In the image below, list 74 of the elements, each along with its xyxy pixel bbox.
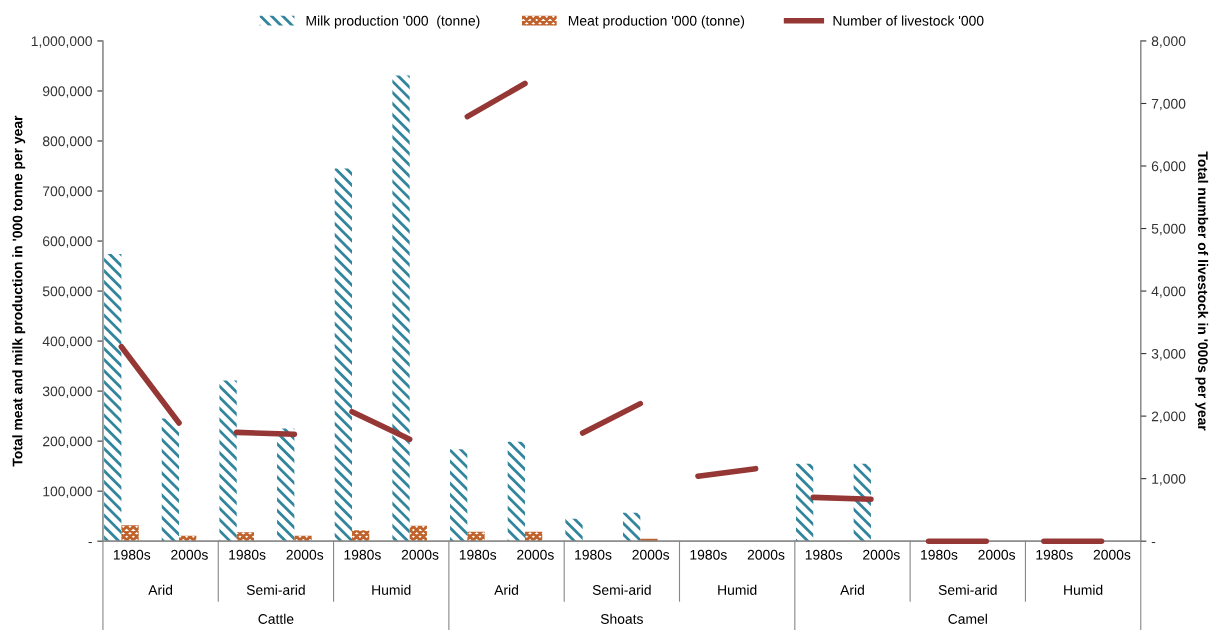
bar (161, 418, 180, 542)
x-tick-label: 2000s (978, 549, 1016, 560)
legend-label: Meat production '000 (tonne) (568, 15, 745, 29)
bar (507, 441, 525, 542)
bar (352, 530, 370, 542)
x-tick-label: 2000s (632, 549, 670, 560)
x-tick-label: 1980s (1036, 549, 1073, 560)
y2-tick-label: - (1151, 541, 1156, 544)
y2-tick-label: 1,000 (1152, 473, 1186, 486)
bar (450, 449, 468, 542)
x-tick-label: 1980s (921, 549, 958, 560)
bar (104, 254, 122, 542)
bar (236, 532, 254, 542)
bar (565, 518, 583, 542)
text: Arid (494, 584, 518, 595)
y-tick-label: 800,000 (42, 136, 92, 148)
text: Humid (718, 584, 757, 595)
text: Semi-arid (246, 584, 305, 595)
x-tick-label: 1980s (805, 549, 843, 560)
bar (392, 75, 410, 542)
bar (121, 525, 139, 542)
bar (277, 428, 295, 542)
text: Shoats (600, 613, 643, 624)
x-tick-label: 2000s (747, 549, 785, 560)
bar (795, 463, 814, 542)
y-tick-label: 700,000 (43, 186, 92, 198)
x-tick-label: 1980s (459, 549, 497, 560)
x-tick-label: 1980s (113, 549, 151, 560)
y2-tick-label: 8,000 (1151, 36, 1186, 48)
legend-label: Milk production '000 (tonne) (306, 15, 480, 29)
text: Humid (1064, 584, 1103, 595)
y-tick-label: 100,000 (43, 486, 92, 498)
y2-tick-label: 5,000 (1151, 223, 1186, 236)
x-tick-label: 1980s (229, 549, 266, 560)
y-tick-label: 200,000 (43, 436, 92, 448)
x-tick-label: 2000s (863, 549, 900, 560)
bar (334, 168, 353, 542)
bar (623, 512, 641, 542)
y-tick-label: 600,000 (43, 236, 92, 248)
x-tick-label: 2000s (286, 549, 324, 560)
y-tick-label: 300,000 (42, 386, 92, 398)
x-tick-label: 2000s (171, 549, 208, 560)
x-tick-label: 1980s (690, 549, 727, 560)
y-tick-label: 500,000 (42, 286, 92, 298)
bar (467, 531, 485, 542)
y-tick-label: 900,000 (42, 86, 92, 98)
x-tick-label: 1980s (575, 549, 612, 560)
x-tick-label: 1980s (344, 549, 381, 560)
text: Camel (948, 613, 987, 624)
x-tick-label: 2000s (517, 549, 554, 560)
bar (853, 463, 871, 542)
text: Arid (840, 584, 864, 595)
y2-tick-label: 4,000 (1151, 286, 1186, 298)
y2-tick-label: 7,000 (1151, 98, 1186, 111)
text: Semi-arid (592, 584, 651, 595)
bar (409, 525, 427, 542)
y2-tick-label: 3,000 (1151, 348, 1186, 361)
text: Arid (148, 584, 173, 595)
text: Semi-arid (938, 584, 997, 595)
x-tick-label: 2000s (401, 549, 439, 560)
text: Humid (372, 584, 411, 595)
y-tick-label: 400,000 (42, 336, 92, 348)
y2-tick-label: 6,000 (1151, 161, 1186, 173)
y2-tick-label: 2,000 (1151, 411, 1186, 423)
text: Cattle (258, 613, 294, 624)
bar (219, 380, 237, 542)
y-tick-label: - (88, 541, 92, 544)
y-axis-title: Total meat and milk production in '000 tonne per year (12, 115, 26, 467)
y-tick-label: 1,000,000 (31, 36, 92, 48)
bar (524, 531, 543, 542)
bar (294, 535, 312, 542)
y2-axis-title: Total number of livestock in '000s per year (1195, 151, 1209, 431)
x-tick-label: 2000s (1093, 549, 1131, 560)
legend-label: Number of livestock '000 (833, 15, 984, 26)
